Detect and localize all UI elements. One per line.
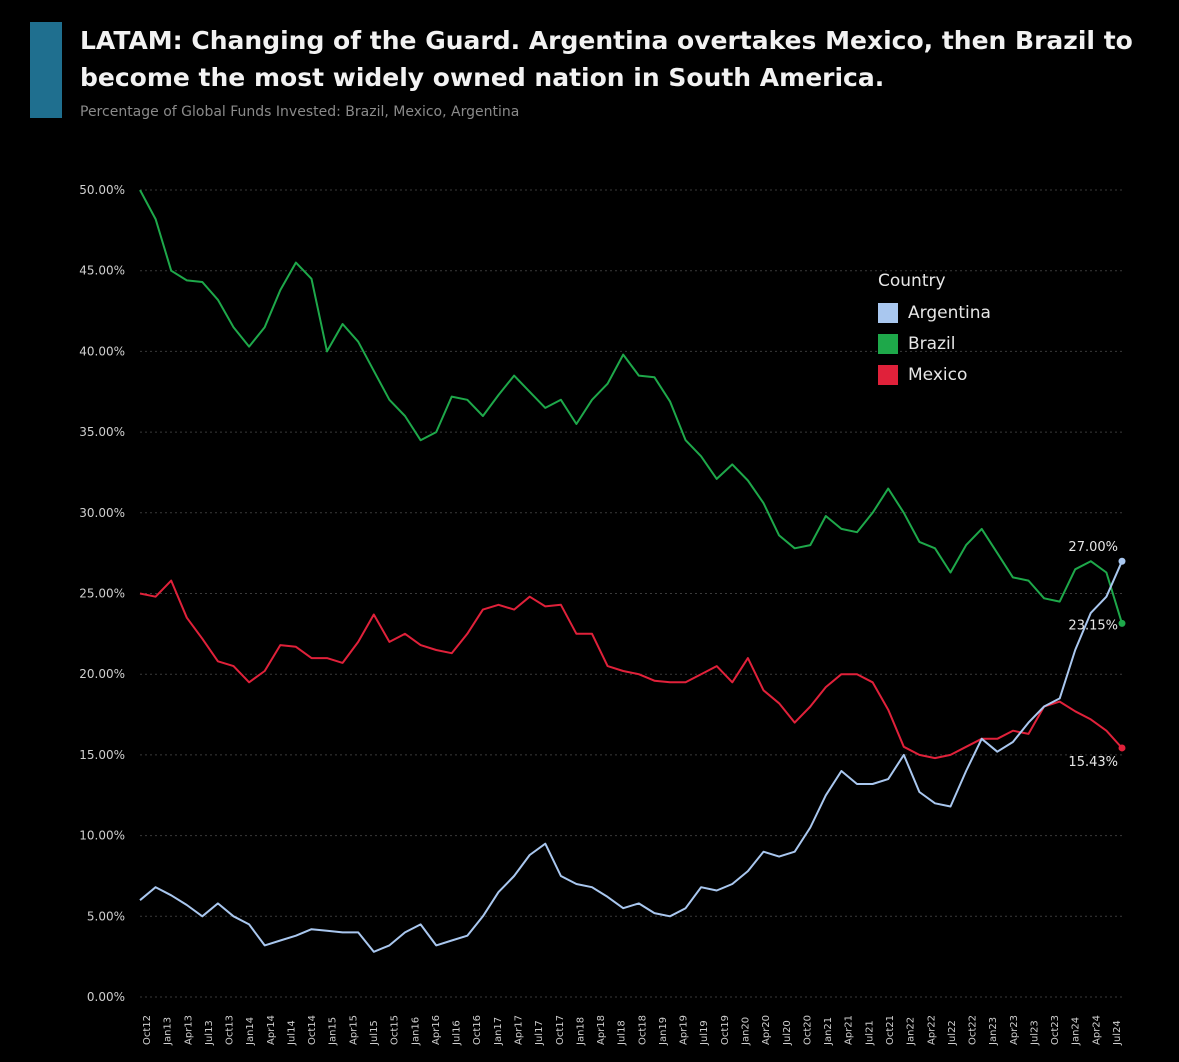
- y-tick-label: 10.00%: [79, 829, 125, 843]
- x-tick-label: Apr13: [183, 1015, 194, 1045]
- x-tick-label: Jul20: [782, 1020, 793, 1046]
- legend-title: Country: [878, 271, 946, 291]
- x-tick-label: Apr18: [596, 1015, 607, 1045]
- x-tick-label: Jan24: [1071, 1017, 1082, 1046]
- x-tick-label: Apr15: [348, 1015, 359, 1045]
- y-tick-label: 0.00%: [87, 990, 125, 1004]
- series-lines: [139, 189, 1126, 953]
- x-tick-label: Oct17: [555, 1015, 566, 1045]
- x-tick-label: Oct13: [225, 1015, 236, 1045]
- x-tick-label: Jul16: [452, 1020, 463, 1046]
- end-point-mexico: [1118, 744, 1126, 752]
- legend: Country Argentina Brazil Mexico: [878, 271, 991, 390]
- legend-swatch-brazil: [878, 333, 898, 354]
- legend-item-mexico[interactable]: Mexico: [878, 359, 991, 390]
- legend-label-argentina: Argentina: [908, 302, 991, 323]
- series-line-argentina: [139, 560, 1123, 953]
- x-tick-label: Jan13: [163, 1017, 174, 1046]
- legend-swatch-mexico: [878, 364, 898, 385]
- y-tick-label: 50.00%: [79, 183, 125, 197]
- chart-title: LATAM: Changing of the Guard. Argentina …: [80, 26, 1133, 92]
- x-tick-label: Oct19: [720, 1015, 731, 1045]
- x-tick-label: Oct16: [472, 1015, 483, 1045]
- y-tick-label: 40.00%: [79, 344, 125, 358]
- x-tick-label: Apr23: [1009, 1015, 1020, 1045]
- x-tick-label: Oct15: [390, 1015, 401, 1045]
- x-tick-label: Jul18: [617, 1020, 628, 1046]
- x-tick-label: Oct14: [307, 1015, 318, 1045]
- end-label-argentina: 27.00%: [1068, 540, 1118, 555]
- y-axis-ticks: 0.00% 5.00% 10.00% 15.00% 20.00% 25.00% 30.00%…: [79, 183, 125, 1004]
- legend-swatch-argentina: [878, 302, 898, 323]
- title-accent-bar: [30, 22, 62, 118]
- legend-item-argentina[interactable]: Argentina: [878, 297, 991, 328]
- x-tick-label: Jan23: [988, 1017, 999, 1046]
- x-tick-label: Jan14: [245, 1017, 256, 1046]
- legend-item-brazil[interactable]: Brazil: [878, 328, 991, 359]
- x-tick-label: Jan19: [658, 1017, 669, 1046]
- legend-label-brazil: Brazil: [908, 333, 956, 354]
- x-tick-label: Jan17: [493, 1017, 504, 1046]
- x-tick-label: Jul13: [204, 1020, 215, 1046]
- x-tick-label: Jul19: [699, 1020, 710, 1046]
- x-tick-label: Apr22: [926, 1015, 937, 1045]
- x-tick-label: Jul21: [864, 1020, 875, 1046]
- x-tick-label: Jan22: [906, 1017, 917, 1046]
- end-point-brazil: [1118, 619, 1126, 627]
- x-tick-label: Jul15: [369, 1020, 380, 1046]
- x-tick-label: Apr21: [844, 1015, 855, 1045]
- gridlines: [140, 189, 1122, 998]
- end-label-brazil: 23.15%: [1068, 618, 1118, 633]
- series-line-brazil: [139, 189, 1123, 624]
- y-tick-label: 30.00%: [79, 506, 125, 520]
- x-tick-label: Apr17: [513, 1015, 524, 1045]
- x-tick-label: Oct21: [885, 1015, 896, 1045]
- series-line-mexico: [139, 579, 1123, 760]
- x-tick-label: Apr20: [761, 1015, 772, 1045]
- x-tick-label: Apr14: [266, 1015, 277, 1045]
- x-tick-label: Oct23: [1050, 1015, 1061, 1045]
- legend-label-mexico: Mexico: [908, 364, 968, 385]
- x-tick-label: Jul17: [534, 1020, 545, 1046]
- x-tick-label: Oct22: [968, 1015, 979, 1045]
- x-tick-label: Apr16: [431, 1015, 442, 1045]
- x-tick-label: Oct12: [142, 1015, 153, 1045]
- x-tick-label: Jul22: [947, 1020, 958, 1046]
- y-tick-label: 35.00%: [79, 425, 125, 439]
- x-tick-label: Apr24: [1091, 1015, 1102, 1045]
- x-tick-label: Jul14: [286, 1020, 297, 1046]
- x-tick-label: Jul24: [1112, 1020, 1123, 1046]
- x-tick-label: Jan18: [575, 1017, 586, 1046]
- x-tick-label: Oct20: [802, 1015, 813, 1045]
- x-tick-label: Jul23: [1029, 1020, 1040, 1046]
- x-tick-label: Jan16: [410, 1017, 421, 1046]
- chart-subtitle: Percentage of Global Funds Invested: Bra…: [80, 104, 520, 120]
- y-tick-label: 20.00%: [79, 667, 125, 681]
- x-tick-label: Jan15: [328, 1017, 339, 1046]
- y-tick-label: 5.00%: [87, 909, 125, 923]
- x-tick-label: Apr19: [679, 1015, 690, 1045]
- x-axis-ticks: Oct12 Jan13 Apr13 Jul13 Oct13 Jan14 Apr14 Jul14…: [142, 1015, 1123, 1046]
- y-tick-label: 25.00%: [79, 587, 125, 601]
- y-tick-label: 45.00%: [79, 264, 125, 278]
- x-tick-label: Jan20: [741, 1017, 752, 1046]
- y-tick-label: 15.00%: [79, 748, 125, 762]
- x-tick-label: Oct18: [637, 1015, 648, 1045]
- x-tick-label: Jan21: [823, 1017, 834, 1046]
- end-label-mexico: 15.43%: [1068, 755, 1118, 770]
- end-point-argentina: [1118, 557, 1126, 565]
- end-labels: 27.00% 23.15% 15.43%: [1068, 540, 1118, 770]
